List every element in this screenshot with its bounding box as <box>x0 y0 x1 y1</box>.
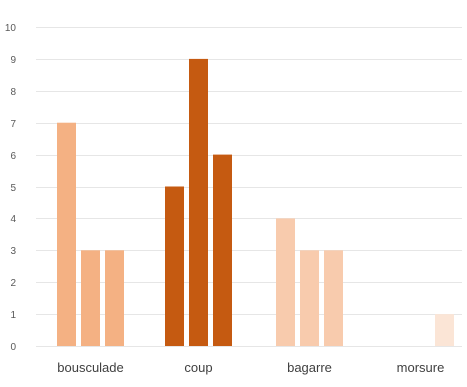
y-tick-label: 2 <box>10 278 16 289</box>
bar-morsure-3 <box>435 314 454 346</box>
x-category-label: coup <box>184 360 212 375</box>
y-axis-tick-labels: 0 1 2 3 4 5 6 7 8 9 10 <box>5 23 17 353</box>
bar-coup-3 <box>213 154 232 346</box>
bar-bousculade-3 <box>105 250 124 346</box>
y-tick-label: 3 <box>10 246 16 257</box>
y-tick-label: 5 <box>10 183 16 194</box>
y-tick-label: 4 <box>10 214 16 225</box>
y-tick-label: 1 <box>10 310 16 321</box>
bar-coup-2 <box>189 58 208 347</box>
y-tick-label: 7 <box>10 119 16 130</box>
y-tick-label: 9 <box>10 55 16 66</box>
y-tick-label: 8 <box>10 87 16 98</box>
bar-bagarre-1 <box>276 218 295 346</box>
x-category-label: bousculade <box>57 360 124 375</box>
y-tick-label: 0 <box>10 342 16 353</box>
x-category-label: bagarre <box>287 360 332 375</box>
bar-coup-1 <box>165 186 184 346</box>
bars <box>57 58 454 347</box>
y-tick-label: 10 <box>5 23 17 34</box>
bar-bousculade-1 <box>57 122 76 346</box>
bar-bagarre-2 <box>300 250 319 346</box>
x-axis-category-labels: bousculade coup bagarre morsure <box>57 360 444 375</box>
x-category-label: morsure <box>397 360 445 375</box>
bar-bagarre-3 <box>324 250 343 346</box>
bar-bousculade-2 <box>81 250 100 346</box>
y-tick-label: 6 <box>10 151 16 162</box>
